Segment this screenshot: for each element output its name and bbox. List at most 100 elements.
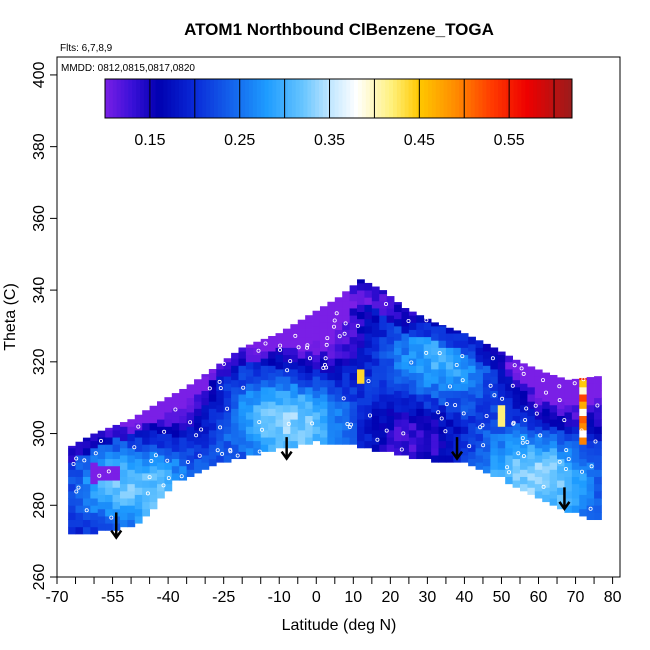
heat-cell (282, 426, 291, 434)
heat-cell (445, 354, 454, 363)
heat-cell (416, 429, 425, 438)
heat-cell (364, 354, 373, 363)
colorbar-segment (322, 79, 328, 118)
heat-cell (282, 347, 291, 356)
heat-cell (579, 379, 588, 388)
colorbar-segment (291, 79, 297, 118)
heat-cell (549, 390, 558, 399)
heat-cell (423, 386, 432, 395)
descent-arrow-head (558, 501, 571, 512)
colorbar-tick-label: 0.15 (134, 132, 165, 149)
sample-point (484, 413, 489, 418)
heat-cell (371, 379, 380, 388)
heat-cell (297, 319, 306, 323)
x-tick-label: 70 (567, 589, 585, 606)
heat-cell (119, 422, 128, 427)
heat-cell (364, 325, 373, 334)
heat-cell (482, 386, 491, 395)
heat-cell (305, 401, 313, 409)
colorbar-segment (140, 79, 145, 118)
heat-cell (379, 300, 388, 309)
sample-point (82, 458, 87, 463)
heat-cell (579, 487, 588, 495)
heat-cell (364, 340, 373, 348)
heat-cell (371, 429, 380, 438)
heat-cell (386, 437, 395, 445)
heat-cell (82, 447, 91, 456)
heat-cell (216, 404, 225, 413)
heat-cell (401, 426, 410, 434)
heat-cell (416, 322, 425, 330)
heat-cell (127, 455, 136, 463)
heat-cell (216, 419, 225, 427)
heat-cell (431, 397, 439, 406)
heat-cell (142, 487, 150, 495)
heat-cell (268, 379, 276, 388)
heat-cell (164, 462, 173, 470)
heat-cell (594, 498, 602, 506)
colorbar-segment (346, 79, 351, 118)
descent-arrow-head (280, 450, 293, 461)
heat-cell (379, 358, 388, 366)
heat-cell (216, 426, 225, 434)
heat-cell (416, 437, 425, 445)
heat-cell (171, 422, 180, 431)
heat-cell (238, 351, 247, 359)
heat-cell (194, 401, 202, 409)
heat-cell (290, 390, 299, 399)
heat-cell (394, 440, 402, 449)
heat-cell (579, 437, 588, 445)
heat-cell (542, 473, 551, 481)
heat-cell (475, 347, 484, 356)
heat-cell (275, 354, 284, 363)
heat-cell (149, 451, 158, 460)
heat-cell (534, 383, 543, 391)
heat-cell (453, 330, 462, 334)
heat-cell (245, 426, 254, 434)
heat-cell (75, 447, 84, 456)
heat-cell (334, 351, 343, 359)
heat-cell (216, 369, 225, 377)
heat-cell (194, 415, 202, 424)
heat-cell (275, 361, 284, 370)
heat-cell (497, 369, 506, 377)
heat-cell (401, 325, 410, 334)
heat-cell (364, 347, 373, 356)
heat-cell (534, 476, 543, 485)
heat-cell (534, 376, 543, 384)
heat-cell (408, 336, 417, 345)
heat-cell (586, 377, 595, 384)
heat-cell (594, 512, 602, 521)
heat-cell (268, 401, 276, 409)
heat-cell (90, 462, 99, 470)
heat-cell (357, 419, 365, 427)
sample-point (384, 428, 389, 433)
heat-cell (282, 383, 291, 391)
sample-point (512, 363, 517, 368)
heat-cell (127, 519, 136, 528)
heat-cell (594, 483, 602, 492)
heat-cell (142, 429, 150, 438)
heat-cell (401, 376, 410, 384)
heat-cell (194, 429, 202, 438)
heat-cell (208, 444, 217, 452)
sample-point (436, 410, 441, 415)
heat-cell (505, 426, 513, 434)
heat-cell (497, 440, 506, 449)
heat-cell (349, 401, 358, 409)
heat-cell (312, 333, 321, 341)
heat-cell (297, 365, 306, 373)
heat-cell (482, 465, 491, 474)
heat-cell (497, 390, 506, 399)
heat-cell (357, 347, 365, 356)
heat-cell (112, 465, 121, 474)
heat-cell (179, 388, 188, 395)
colorbar-tick-label: 0.35 (314, 132, 345, 149)
heat-cell (119, 498, 128, 506)
colorbar-segment (381, 79, 386, 118)
heat-cell (453, 390, 462, 399)
heat-cell (312, 347, 321, 356)
heat-cell (245, 344, 254, 348)
heat-cell (268, 437, 276, 445)
heat-cell (512, 429, 521, 438)
